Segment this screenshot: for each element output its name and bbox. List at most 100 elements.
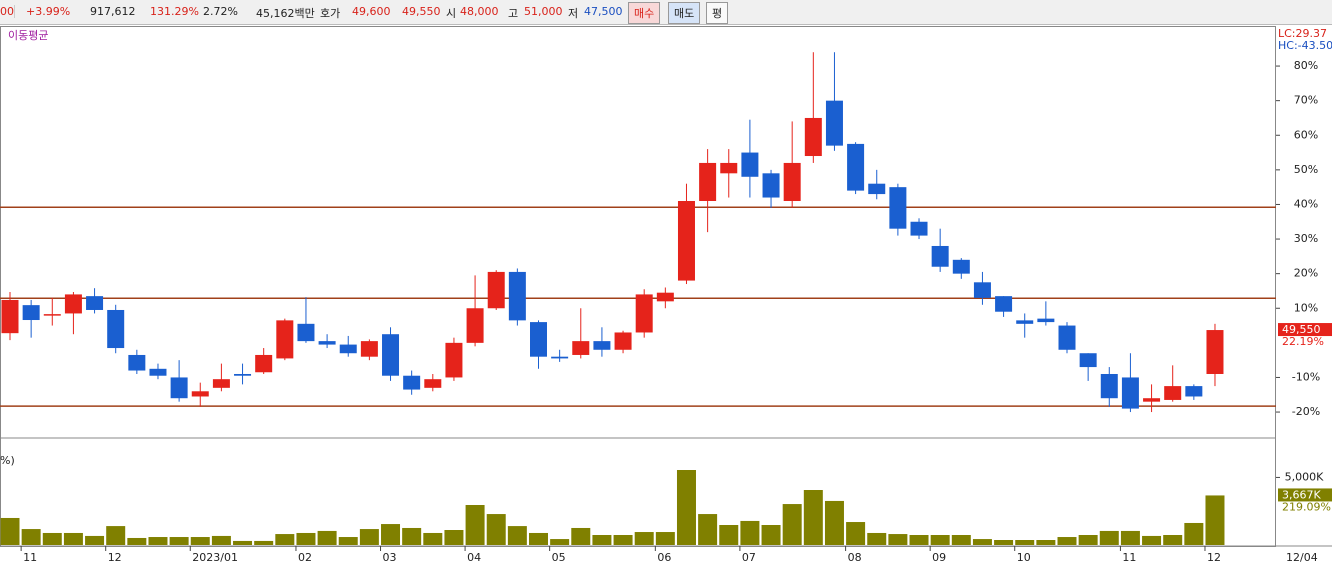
volume-bar bbox=[402, 527, 422, 545]
volume-bar bbox=[888, 534, 908, 545]
x-tick-label: 11 bbox=[1122, 551, 1136, 564]
sell-button[interactable]: 매도 bbox=[668, 2, 701, 24]
y-tick-label: 30% bbox=[1294, 232, 1318, 245]
volume-bar bbox=[824, 500, 844, 545]
ask: 49,600 bbox=[352, 5, 391, 18]
candle-body bbox=[339, 344, 357, 354]
x-tick-label: 10 bbox=[1017, 551, 1031, 564]
candle-body bbox=[1143, 398, 1161, 402]
volume-bar bbox=[550, 539, 570, 545]
candle-body bbox=[593, 341, 611, 350]
x-tick-label: 08 bbox=[848, 551, 862, 564]
candle-body bbox=[762, 173, 780, 198]
volume-bar bbox=[655, 532, 675, 545]
x-tick-label: 02 bbox=[298, 551, 312, 564]
candle-body bbox=[64, 294, 82, 314]
y-tick-label: 20% bbox=[1294, 267, 1318, 280]
bid: 49,550 bbox=[402, 5, 441, 18]
change: 00 bbox=[0, 5, 15, 18]
volume-bar bbox=[338, 537, 358, 545]
volume-bar bbox=[106, 526, 126, 545]
volume-bar bbox=[676, 470, 696, 545]
candle-body bbox=[1206, 330, 1224, 374]
candle-body bbox=[677, 200, 695, 281]
last-date: 12/04 bbox=[1286, 551, 1318, 564]
volume-bar bbox=[127, 537, 147, 545]
avg-button[interactable]: 평 bbox=[706, 2, 729, 24]
candle-body bbox=[868, 183, 886, 195]
last-price-tag bbox=[1278, 323, 1332, 337]
volume-bar bbox=[782, 504, 802, 545]
candle-body bbox=[170, 377, 188, 399]
x-tick-label: 07 bbox=[742, 551, 756, 564]
volume-bar bbox=[444, 530, 464, 545]
candle-body bbox=[1100, 373, 1118, 399]
volume-bar bbox=[1078, 535, 1098, 545]
last-change-label: 22.19% bbox=[1282, 335, 1324, 348]
volume-bar bbox=[972, 539, 992, 545]
high: 51,000 bbox=[524, 5, 563, 18]
buy-button[interactable]: 매수 bbox=[628, 2, 661, 24]
volume-bar bbox=[169, 537, 189, 545]
volume-bar bbox=[0, 517, 20, 545]
volume-bar bbox=[1142, 535, 1162, 545]
turnover: 2.72% bbox=[203, 5, 238, 18]
candle-body bbox=[318, 341, 336, 345]
volume: 917,612 bbox=[90, 5, 136, 18]
candle-body bbox=[995, 296, 1013, 312]
volume-bar bbox=[529, 532, 548, 545]
x-tick-label: 12 bbox=[108, 551, 122, 564]
volume-bar bbox=[1163, 535, 1183, 545]
candle-body bbox=[614, 332, 632, 350]
x-tick-label: 04 bbox=[467, 551, 481, 564]
y-tick-label: 10% bbox=[1294, 301, 1318, 314]
high-label: 고 bbox=[508, 7, 519, 20]
y-tick-label: 60% bbox=[1294, 128, 1318, 141]
volume-bar bbox=[1205, 495, 1225, 545]
x-tick-label: 03 bbox=[383, 551, 397, 564]
volume-bar bbox=[359, 529, 379, 545]
volume-bar bbox=[21, 529, 41, 545]
volume-bar bbox=[296, 532, 316, 545]
volume-bar bbox=[994, 540, 1014, 545]
volume-bar bbox=[1099, 530, 1119, 545]
candle-body bbox=[1, 299, 19, 334]
volume-bar bbox=[592, 535, 612, 545]
last-price-label: 49,550 bbox=[1282, 323, 1321, 336]
candle-body bbox=[255, 354, 273, 373]
candle-body bbox=[1185, 386, 1203, 397]
candle-body bbox=[297, 323, 315, 342]
volume-bar bbox=[634, 532, 654, 545]
chart: 이동평균 LC:29.37 HC:-43.50 %) 12/04 80% 70% 6… bbox=[0, 26, 1332, 564]
low: 47,500 bbox=[584, 5, 623, 18]
low-label: 저 bbox=[568, 7, 579, 20]
candle-body bbox=[466, 308, 484, 343]
volume-bar bbox=[930, 535, 950, 545]
volume-bar bbox=[909, 535, 929, 545]
volume-bar bbox=[381, 524, 401, 545]
candle-body bbox=[22, 305, 40, 321]
indicator-label: 이동평균 bbox=[8, 29, 48, 42]
candle-body bbox=[889, 187, 907, 229]
candle-body bbox=[43, 314, 61, 316]
y-tick-label: 50% bbox=[1294, 163, 1318, 176]
volume-panel-label: %) bbox=[0, 454, 15, 467]
x-tick-label: 05 bbox=[552, 551, 566, 564]
volume-bar bbox=[1036, 540, 1056, 545]
volume-bar bbox=[85, 535, 105, 545]
change-pct: +3.99% bbox=[26, 5, 71, 18]
candle-body bbox=[1121, 377, 1139, 409]
candle-body bbox=[741, 152, 759, 177]
volume-bar bbox=[698, 514, 718, 545]
lc-label: LC:29.37 bbox=[1278, 27, 1327, 40]
candle-body bbox=[720, 162, 738, 174]
volume-bar bbox=[317, 530, 337, 545]
volume-bar bbox=[233, 540, 253, 545]
volume-bar bbox=[63, 532, 83, 545]
volume-bar bbox=[1057, 537, 1077, 545]
candle-body bbox=[804, 117, 822, 157]
open-label: 시 bbox=[446, 7, 457, 20]
candle-body bbox=[551, 356, 569, 359]
volume-bar bbox=[423, 532, 443, 545]
